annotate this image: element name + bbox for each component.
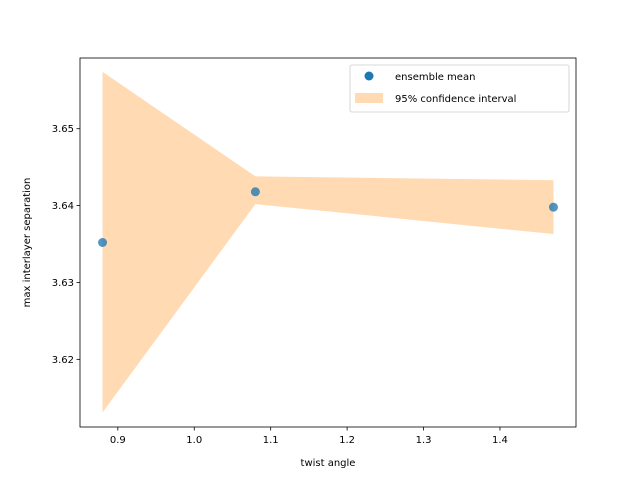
y-tick-label: 3.64 — [52, 201, 74, 212]
legend-box — [349, 64, 570, 113]
legend-label-ensemble-mean: ensemble mean — [395, 72, 475, 83]
y-tick-label: 3.65 — [52, 124, 74, 135]
x-tick-label: 1.3 — [416, 435, 432, 446]
x-tick-label: 0.9 — [110, 435, 126, 446]
confidence-band — [102, 71, 554, 413]
y-tick-label: 3.63 — [52, 278, 74, 289]
x-tick-label: 1.1 — [263, 435, 279, 446]
legend-marker-confidence-interval — [355, 93, 383, 103]
x-tick-label: 1.0 — [186, 435, 202, 446]
data-point — [250, 187, 260, 197]
y-axis-label: max interlayer separation — [22, 178, 33, 308]
data-point — [98, 238, 108, 247]
y-axis-ticks: 3.62 3.63 3.64 3.65 — [52, 124, 80, 366]
x-axis-label: twist angle — [301, 458, 356, 469]
plot-area — [98, 71, 558, 413]
x-axis-ticks: 0.9 1.0 1.1 1.2 1.3 1.4 — [110, 427, 508, 446]
legend: ensemble mean 95% confidence interval — [349, 64, 570, 113]
legend-label-confidence-interval: 95% confidence interval — [395, 94, 516, 105]
y-tick-label: 3.62 — [52, 355, 74, 366]
data-point — [548, 202, 558, 212]
axes-frame — [79, 57, 577, 428]
x-tick-label: 1.4 — [492, 435, 508, 446]
legend-marker-ensemble-mean — [364, 71, 374, 81]
x-tick-label: 1.2 — [339, 435, 355, 446]
